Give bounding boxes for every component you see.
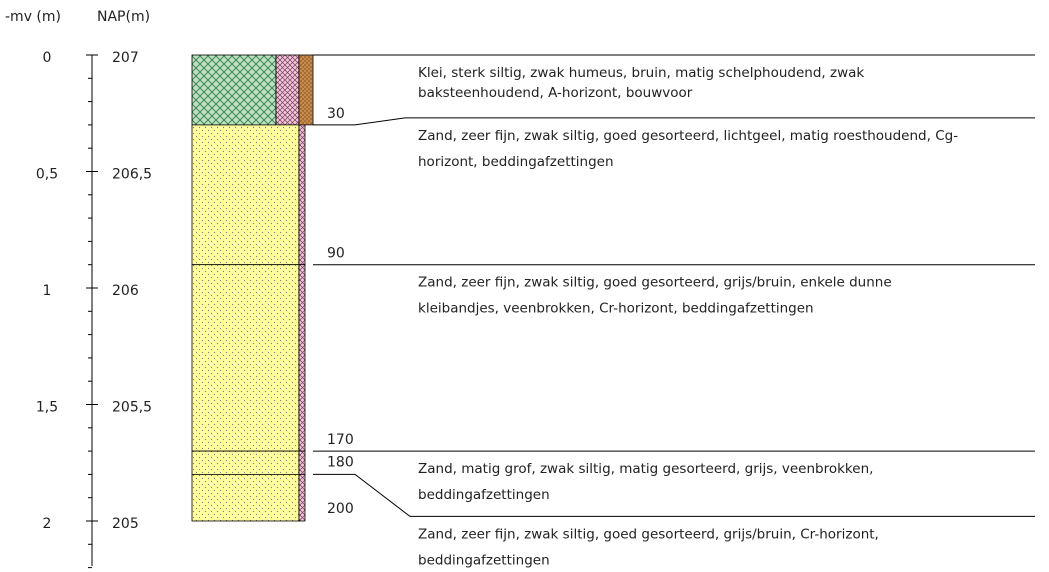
- nap-tick-label: 205: [112, 516, 139, 532]
- depth-label: 200: [327, 501, 354, 517]
- depth-axis-label: -mv (m): [5, 9, 61, 25]
- layer-description: Klei, sterk siltig, zwak humeus, bruin, …: [418, 65, 864, 81]
- depth-label: 30: [327, 106, 345, 122]
- leader-line: [313, 117, 1035, 126]
- soil-fill: [275, 54, 300, 126]
- depth-tick-label: 0,5: [36, 167, 58, 183]
- soil-fill: [191, 264, 300, 452]
- layer-description: Zand, zeer fijn, zwak siltig, goed gesor…: [418, 526, 879, 542]
- soil-fill: [298, 54, 314, 126]
- nap-tick-label: 205,5: [112, 400, 152, 416]
- nap-tick-label: 206: [112, 283, 139, 299]
- leader-line: [313, 473, 1035, 517]
- soil-fill: [298, 264, 306, 452]
- depth-tick-label: 1,5: [36, 400, 58, 416]
- nap-tick-label: 207: [112, 50, 139, 66]
- soil-fill: [191, 124, 300, 266]
- soil-fill: [298, 124, 306, 266]
- soil-fill: [191, 54, 277, 126]
- layer-description: kleibandjes, veenbrokken, Cr-horizont, b…: [418, 301, 814, 317]
- soil-fill: [191, 473, 300, 522]
- layer-description: Zand, zeer fijn, zwak siltig, goed gesor…: [418, 128, 958, 144]
- layer-description: Zand, matig grof, zwak siltig, matig ges…: [418, 461, 873, 477]
- log-body: 0 207 0,5 206,5 1 206 1,5 205,5 2 205 30 Klei, ster…: [36, 50, 1035, 568]
- depth-tick-label: 2: [43, 516, 52, 532]
- nap-axis-label: NAP(m): [97, 9, 150, 25]
- depth-tick-label: 1: [43, 283, 52, 299]
- layer-description: baksteenhoudend, A-horizont, bouwvoor: [418, 85, 693, 101]
- layer-description: horizont, beddingafzettingen: [418, 154, 614, 170]
- soil-fill: [298, 450, 306, 475]
- nap-tick-label: 206,5: [112, 167, 152, 183]
- depth-label: 170: [327, 432, 354, 448]
- layer-description: beddingafzettingen: [418, 487, 550, 503]
- soil-fill: [191, 450, 300, 475]
- soil-fill: [298, 473, 306, 522]
- depth-label: 90: [327, 246, 345, 262]
- depth-tick-label: 0: [43, 50, 52, 66]
- depth-label: 180: [327, 454, 354, 470]
- layer-description: beddingafzettingen: [418, 552, 550, 568]
- layer-description: Zand, zeer fijn, zwak siltig, goed gesor…: [418, 275, 892, 291]
